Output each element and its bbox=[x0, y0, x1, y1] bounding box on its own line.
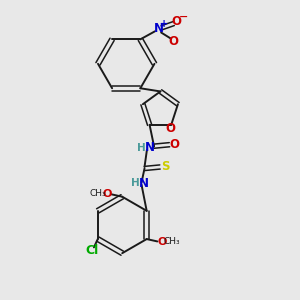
Text: O: O bbox=[102, 189, 112, 199]
Text: O: O bbox=[165, 122, 175, 135]
Text: N: N bbox=[139, 177, 149, 190]
Text: O: O bbox=[168, 35, 178, 48]
Text: Cl: Cl bbox=[86, 244, 99, 257]
Text: +: + bbox=[160, 19, 168, 29]
Text: H: H bbox=[131, 178, 140, 188]
Text: O: O bbox=[169, 138, 179, 151]
Text: O: O bbox=[172, 15, 182, 28]
Text: CH₃: CH₃ bbox=[89, 189, 106, 198]
Text: N: N bbox=[154, 22, 164, 35]
Text: S: S bbox=[161, 160, 170, 173]
Text: −: − bbox=[179, 11, 188, 22]
Text: H: H bbox=[137, 143, 146, 153]
Text: O: O bbox=[157, 237, 167, 247]
Text: N: N bbox=[145, 141, 155, 154]
Text: CH₃: CH₃ bbox=[164, 237, 181, 246]
